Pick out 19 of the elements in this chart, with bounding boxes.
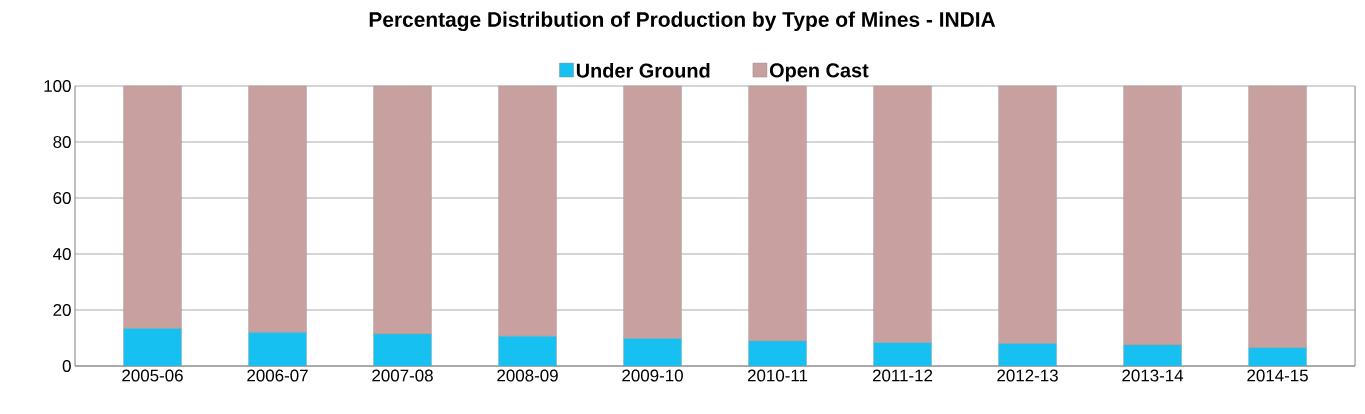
y-tick-label: 20 — [53, 304, 71, 316]
legend-label: Open Cast — [769, 63, 869, 82]
x-tick-label: 2011-12 — [872, 369, 933, 382]
x-tick-label: 2012-13 — [997, 369, 1058, 382]
y-tick-label: 80 — [53, 136, 71, 148]
y-tick-label: 0 — [62, 360, 71, 372]
x-tick-label: 2009-10 — [622, 369, 683, 382]
y-tick-label: 60 — [53, 192, 71, 204]
y-tick-label: 40 — [53, 248, 71, 260]
chart-title: Percentage Distribution of Production by Type of Mines - INDIA — [369, 11, 996, 32]
x-tick-label: 2005-06 — [122, 369, 183, 382]
x-tick-label: 2007-08 — [372, 369, 433, 382]
x-tick-label: 2014-15 — [1247, 369, 1308, 382]
x-tick-label: 2010-11 — [747, 369, 808, 382]
x-tick-label: 2013-14 — [1122, 369, 1184, 382]
x-tick-label: 2006-07 — [247, 369, 308, 382]
legend-label: Under Ground — [576, 63, 710, 78]
y-tick-label: 100 — [44, 80, 71, 92]
x-tick-label: 2008-09 — [497, 369, 558, 382]
